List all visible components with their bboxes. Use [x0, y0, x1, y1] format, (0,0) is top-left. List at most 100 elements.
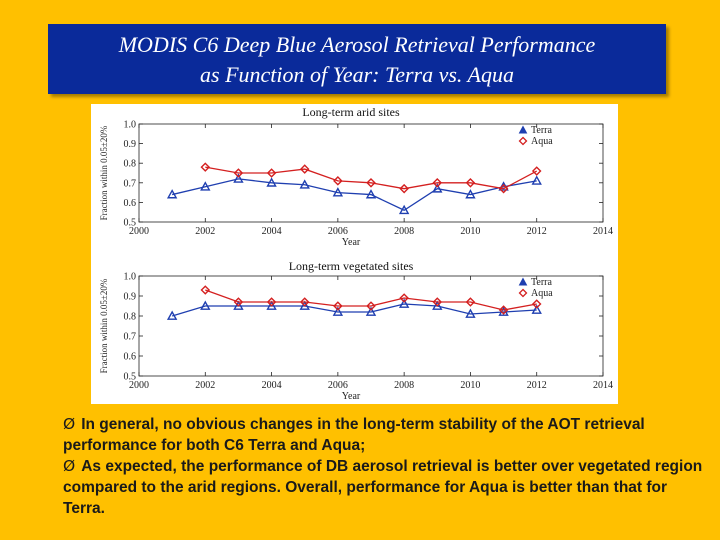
slide-title: MODIS C6 Deep Blue Aerosol Retrieval Per… [48, 24, 666, 94]
y-tick-label: 0.7 [124, 178, 137, 189]
y-tick-label: 0.9 [124, 292, 137, 303]
y-tick-label: 0.7 [124, 332, 137, 343]
x-tick-label: 2008 [394, 226, 414, 237]
data-point-terra [266, 177, 277, 187]
bullet-text-2: As expected, the performance of DB aeros… [63, 458, 703, 517]
legend-marker-aqua [518, 136, 528, 146]
chart-title: Long-term vegetated sites [289, 259, 414, 273]
data-point-terra [365, 306, 377, 316]
data-point-aqua [465, 297, 476, 307]
x-tick-label: 2000 [129, 380, 149, 391]
data-point-aqua [266, 168, 277, 178]
y-tick-label: 0.6 [124, 352, 137, 363]
data-point-terra [531, 175, 542, 185]
data-point-terra [200, 181, 211, 191]
data-point-terra [465, 308, 476, 318]
data-point-terra [398, 204, 410, 215]
data-point-terra [398, 298, 410, 308]
data-point-terra [299, 300, 310, 310]
series-line-aqua [205, 166, 538, 190]
x-tick-label: 2012 [527, 226, 547, 237]
series-terra [166, 173, 542, 215]
x-tick-label: 2012 [527, 380, 547, 391]
legend-label-terra: Terra [531, 277, 553, 288]
data-point-aqua [432, 178, 443, 188]
data-point-aqua [531, 299, 542, 309]
data-point-terra [200, 300, 211, 310]
data-point-aqua [200, 285, 211, 295]
data-point-aqua [432, 297, 443, 307]
data-point-aqua [233, 297, 244, 307]
x-tick-label: 2006 [328, 226, 348, 237]
y-tick-label: 0.5 [124, 372, 137, 383]
data-point-terra [166, 189, 178, 199]
chart-title: Long-term arid sites [302, 105, 400, 119]
data-point-terra [266, 300, 277, 310]
plot-frame [138, 123, 604, 223]
plot-frame [138, 275, 604, 377]
data-point-terra [432, 300, 443, 310]
x-tick-label: 2014 [593, 226, 613, 237]
data-point-terra [531, 304, 542, 314]
y-tick-label: 1.0 [124, 120, 137, 131]
charts-figure: Long-term arid sites 0.5 0.6 0.7 0.8 0.9 1.0 20… [99, 105, 613, 402]
y-tick-label: 0.8 [124, 312, 137, 323]
series-terra [166, 298, 542, 320]
data-point-terra [432, 183, 443, 193]
data-point-aqua [233, 168, 244, 178]
data-point-terra [166, 310, 178, 320]
data-point-aqua [399, 183, 409, 194]
legend-label-aqua: Aqua [531, 136, 553, 147]
x-tick-label: 2010 [460, 380, 480, 391]
data-point-terra [365, 189, 377, 199]
x-tick-label: 2006 [328, 380, 348, 391]
chart-1: Long-term arid sites 0.5 0.6 0.7 0.8 0.9 1.0 20… [99, 105, 613, 248]
data-point-aqua [333, 301, 343, 311]
data-point-aqua [498, 305, 509, 315]
x-axis-label: Year [342, 391, 361, 402]
data-point-terra [233, 173, 244, 183]
data-point-terra [233, 300, 244, 310]
bullet-item-1: Ø In general, no obvious changes in the l… [63, 414, 703, 456]
series-aqua [200, 162, 542, 194]
series-line-terra [171, 178, 537, 211]
x-tick-label: 2010 [460, 226, 480, 237]
x-tick-label: 2002 [195, 380, 215, 391]
data-point-aqua [366, 301, 376, 311]
y-tick-label: 0.5 [124, 218, 137, 229]
y-tick-label: 1.0 [124, 272, 137, 283]
x-tick-label: 2002 [195, 226, 215, 237]
x-tick-label: 2004 [262, 226, 282, 237]
x-tick-label: 2014 [593, 380, 613, 391]
legend-marker-aqua [518, 288, 528, 298]
data-point-aqua [299, 297, 310, 307]
data-point-aqua [465, 178, 476, 188]
y-tick-label: 0.6 [124, 198, 137, 209]
data-point-aqua [531, 166, 542, 176]
x-tick-label: 2000 [129, 226, 149, 237]
legend-marker-terra [518, 125, 528, 134]
legend-marker-terra [518, 277, 528, 286]
y-axis-label: Fraction within 0.05±20% [99, 125, 109, 220]
bullet-list: Ø In general, no obvious changes in the l… [63, 414, 703, 519]
y-tick-label: 0.8 [124, 159, 137, 170]
bullet-arrow-icon: Ø [63, 415, 76, 433]
y-axis-label: Fraction within 0.05±20% [99, 278, 109, 373]
slide-title-line-1: MODIS C6 Deep Blue Aerosol Retrieval Per… [118, 32, 596, 57]
data-point-terra [332, 306, 344, 316]
bullet-arrow-icon: Ø [63, 457, 76, 475]
chart-panel: Long-term arid sites 0.5 0.6 0.7 0.8 0.9 1.0 20… [91, 104, 618, 404]
data-point-terra [332, 187, 344, 197]
slide-title-line-2: as Function of Year: Terra vs. Aqua [200, 62, 514, 87]
data-point-aqua [366, 178, 376, 188]
data-point-aqua [266, 297, 277, 307]
data-point-terra [465, 189, 476, 199]
series-line-aqua [205, 289, 537, 311]
series-aqua [200, 285, 542, 315]
bullet-text-1: In general, no obvious changes in the lo… [63, 416, 645, 454]
x-axis-label: Year [342, 237, 361, 248]
data-point-aqua [498, 183, 509, 194]
data-point-aqua [200, 162, 211, 172]
y-tick-label: 0.9 [124, 139, 137, 150]
legend-label-terra: Terra [531, 125, 553, 136]
